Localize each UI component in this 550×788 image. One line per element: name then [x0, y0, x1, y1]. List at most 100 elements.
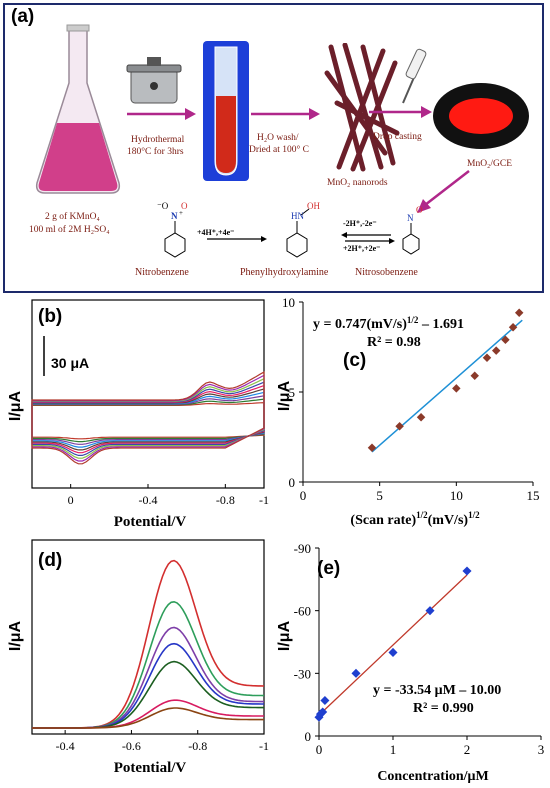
panel-e-data-point: [388, 647, 398, 657]
panel-d-x-tick-label: -0.8: [188, 739, 207, 753]
arrow-hydrothermal: [127, 108, 196, 120]
step-dry-label: Dried at 100° C: [249, 145, 309, 155]
panel-d-x-axis-label: Potential/V: [114, 760, 187, 776]
nanorods-image: [324, 43, 400, 172]
panel-b-x-ticks: 0 -0.4 -0.8 -1: [68, 484, 269, 507]
nitrobenzene-structure: [164, 221, 186, 258]
panel-e-data-point: [320, 695, 330, 706]
panel-c-data-point: [416, 412, 426, 422]
panel-c-x-tick-label: 10: [450, 488, 463, 503]
panel-c-data-point: [452, 384, 461, 393]
electrode-image: [433, 83, 529, 149]
panel-c-ticks: 0 5 10 15 0 5 10: [282, 296, 540, 503]
panel-d-x-tick-label: -0.4: [56, 739, 75, 753]
nanorods-label: MnO₂ nanorods: [327, 178, 388, 188]
panel-c-x-axis-label: (Scan rate)1/2(mV/s)1/2: [350, 510, 480, 528]
svg-text:N: N: [407, 213, 414, 223]
panel-d-dpv-curve: [32, 699, 264, 729]
svg-text:⁻O: ⁻O: [157, 201, 169, 211]
panel-b-y-axis-label: I/μA: [7, 390, 24, 421]
svg-text:HN: HN: [291, 211, 304, 221]
panel-c-y-tick-label: 5: [289, 385, 296, 400]
panel-e-x-tick-label: 2: [464, 742, 471, 757]
panel-c-label: (c): [343, 350, 366, 371]
nitrobenzene-label: Nitrobenzene: [135, 267, 189, 278]
panel-c-data-point: [470, 371, 479, 381]
pipette-icon: [402, 48, 427, 104]
panel-e-y-tick-label: -60: [294, 604, 311, 619]
panel-e-x-tick-label: 0: [316, 742, 323, 757]
panel-d-x-tick-label: -1: [259, 739, 269, 753]
panel-c-data-point: [514, 308, 524, 318]
panel-c-chart: 0 5 10 15 0 5 10 y = 0.747(mV/s)1/2 – 1.691 R²…: [276, 296, 540, 528]
panel-d-x-tick-label: -0.6: [122, 739, 141, 753]
step-drop-casting-label: Drop casting: [373, 132, 422, 142]
panel-b-chart: (b) 30 μA 0 -0.4 -0.8 -1 I/μA Potential/V: [7, 299, 269, 530]
step-hydrothermal-label: Hydrothermal: [131, 135, 185, 145]
panel-d-y-axis-label: I/μA: [7, 620, 24, 651]
panel-b-curves: [31, 370, 265, 465]
panel-d-curves: [32, 559, 265, 729]
panel-e-y-tick-label: -30: [294, 666, 311, 681]
panel-e-x-tick-label: 3: [538, 742, 545, 757]
panel-c-fit-line: [371, 319, 523, 453]
reagent-amount-1: 2 g of KMnO₄: [45, 212, 100, 222]
panel-c-r2: R² = 0.98: [367, 335, 421, 350]
panel-d-dpv-curve: [32, 600, 265, 729]
reaction-arrow1-label: +4H⁺,+4e⁻: [197, 228, 235, 237]
panel-e-y-tick-label: -90: [294, 541, 311, 556]
svg-text:N: N: [171, 211, 178, 221]
arrow-drop-casting: [369, 106, 432, 118]
phenylhydroxylamine-label: Phenylhydroxylamine: [240, 267, 329, 278]
svg-text:+: +: [179, 209, 183, 217]
svg-text:OH: OH: [307, 201, 320, 211]
panel-d-x-ticks: -0.4 -0.6 -0.8 -1: [56, 730, 269, 753]
panel-e-chart: 0 1 2 3 0 -30 -60 -90 (e) y = -33.54 μM – 10.00…: [276, 541, 545, 784]
panel-e-y-tick-label: 0: [305, 729, 312, 744]
arrow-to-reaction: [417, 170, 470, 213]
panel-b-x-tick-label: 0: [68, 493, 74, 507]
panel-e-ticks: 0 1 2 3 0 -30 -60 -90: [294, 541, 545, 757]
panel-c-equation: y = 0.747(mV/s)1/2 – 1.691: [313, 315, 464, 332]
reagent-amount-2: 100 ml of 2M H₂SO₄: [29, 225, 110, 235]
panel-c-data-point: [501, 335, 510, 345]
panel-e-y-axis-label: I/μA: [276, 620, 293, 651]
panel-c-data-point: [482, 353, 492, 363]
panel-d-frame: [31, 539, 265, 735]
electrode-label: MnO₂/GCE: [467, 159, 513, 169]
panel-b-cv-curve: [31, 377, 265, 459]
panel-b-cv-curve: [31, 398, 265, 443]
reaction-arrow2-top-label: -2H⁺,-2e⁻: [343, 219, 377, 228]
reaction-scheme: N + ⁻O O HN OH N O: [157, 201, 423, 258]
arrow-wash: [251, 108, 320, 120]
panel-b-cv-curve: [31, 370, 265, 465]
panel-b-cv-curve: [31, 395, 265, 445]
panel-e-x-axis-label: Concentration/μM: [377, 769, 488, 784]
panel-c-y-tick-label: 0: [289, 475, 296, 490]
panel-e-fit-line: [318, 574, 468, 716]
panel-c-x-tick-label: 0: [300, 488, 307, 503]
panel-e-x-tick-label: 1: [390, 742, 397, 757]
panel-b-x-tick-label: -0.8: [216, 493, 235, 507]
panel-e-marks: [314, 566, 472, 722]
panel-b-x-axis-label: Potential/V: [114, 514, 187, 530]
panel-a-label: (a): [11, 6, 35, 27]
panel-c-data-point: [367, 443, 377, 453]
panel-c-data-point: [491, 346, 501, 355]
panel-e-r2: R² = 0.990: [413, 701, 474, 716]
autoclave-icon: [126, 57, 182, 104]
erlenmeyer-flask-icon: [35, 24, 121, 194]
svg-text:O: O: [416, 205, 423, 215]
panel-d-dpv-curve: [32, 559, 265, 729]
scale-bar-label: 30 μA: [51, 355, 89, 371]
panel-e-label: (e): [317, 558, 340, 579]
panel-b-label: (b): [38, 306, 62, 327]
panel-d-label: (d): [38, 550, 62, 571]
step-temperature-label: 180°C for 3hrs: [127, 147, 184, 157]
panel-c-y-axis-label: I/μA: [276, 380, 293, 411]
panel-b-cv-curve: [31, 401, 265, 440]
panel-c-data-point: [395, 421, 404, 431]
panel-e-equation: y = -33.54 μM – 10.00: [373, 683, 501, 698]
panel-c-x-tick-label: 15: [527, 488, 540, 503]
panel-b-x-tick-label: -1: [259, 493, 269, 507]
